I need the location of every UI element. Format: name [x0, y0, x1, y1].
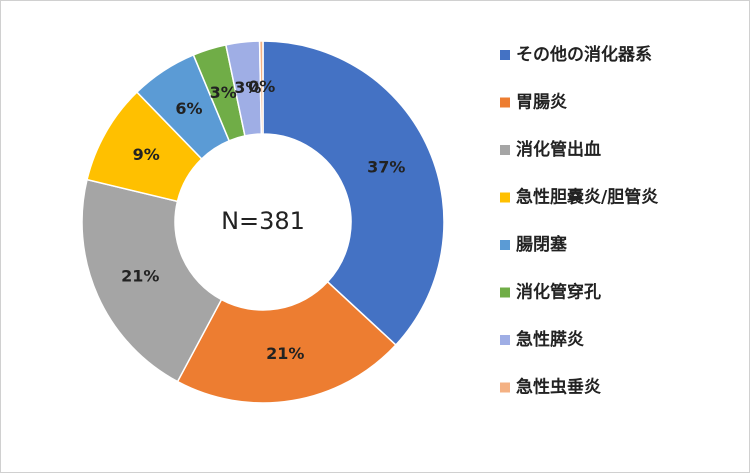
legend-swatch: [500, 382, 510, 393]
legend-swatch: [500, 145, 510, 155]
data-label: 21%: [266, 344, 304, 363]
legend-label: 急性膵炎: [516, 329, 584, 350]
legend-label: 急性胆嚢炎/胆管炎: [516, 187, 658, 208]
data-label: 3%: [234, 78, 261, 97]
legend-swatch: [500, 240, 510, 250]
slice: [81, 178, 223, 383]
data-label: 0%: [248, 77, 275, 96]
data-label: 21%: [121, 267, 159, 286]
data-label: 6%: [175, 99, 202, 118]
slice: [258, 40, 264, 135]
legend-label: 胃腸炎: [516, 93, 567, 113]
data-label: 37%: [367, 158, 405, 177]
donut: [81, 40, 445, 404]
legend-swatch: [500, 287, 510, 298]
legend-label: 消化管出血: [516, 139, 601, 160]
center-label: N=381: [221, 207, 305, 235]
data-label: 9%: [133, 145, 160, 164]
legend-swatch: [500, 50, 510, 60]
legend-label: 急性虫垂炎: [516, 377, 601, 398]
legend-label: 消化管穿孔: [516, 282, 601, 303]
legend-label: その他の消化器系: [516, 44, 652, 65]
data-label: 3%: [210, 83, 237, 102]
legend-label: 腸閉塞: [516, 234, 568, 255]
slice: [176, 280, 397, 404]
slice: [262, 40, 445, 347]
legend-swatch: [500, 335, 510, 345]
legend-swatch: [500, 192, 510, 203]
legend-swatch: [500, 97, 510, 108]
